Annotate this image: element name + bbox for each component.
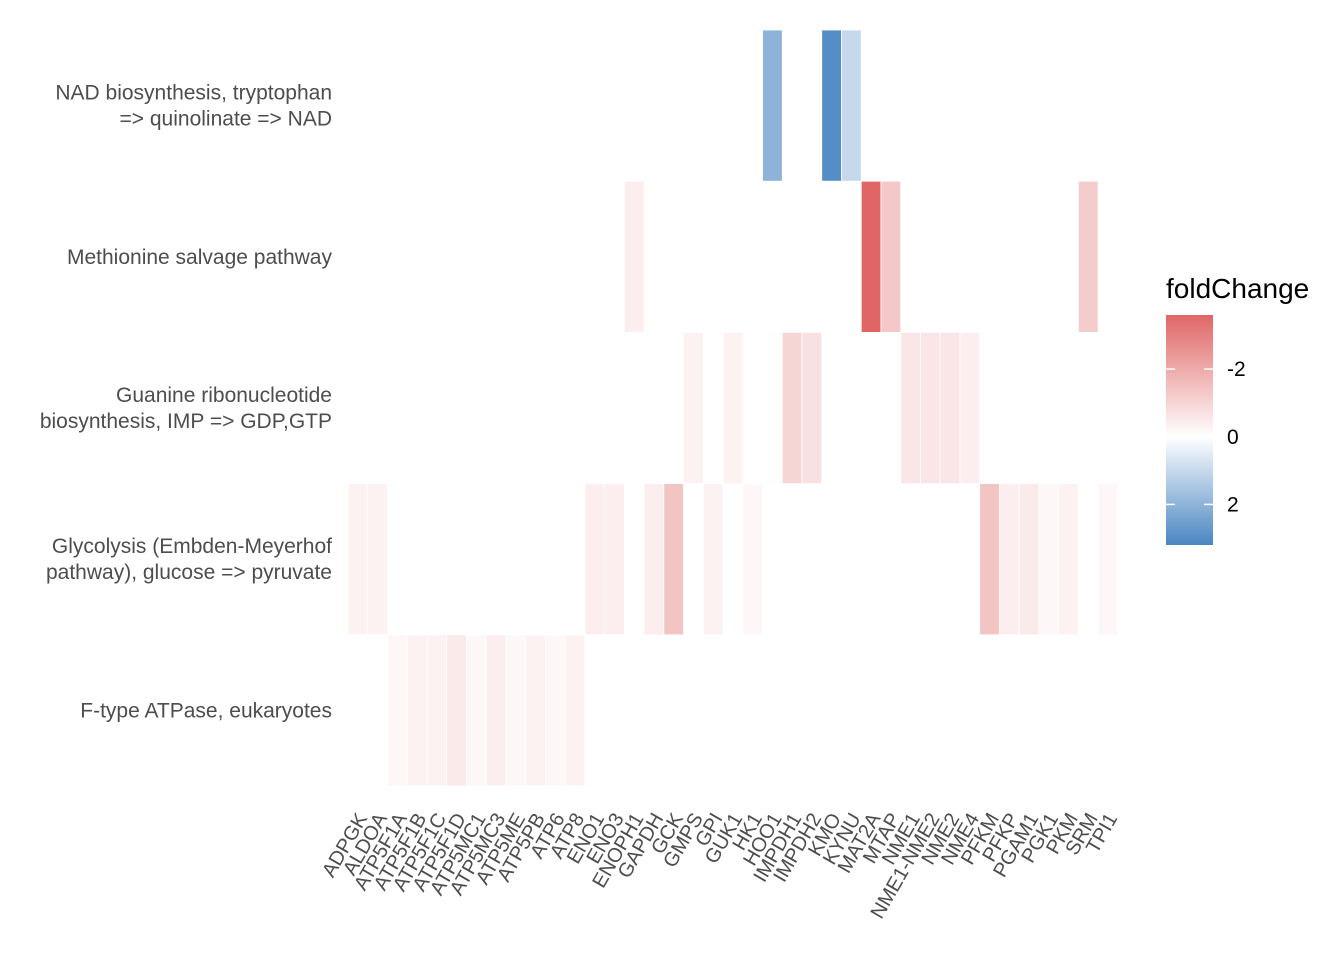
y-axis-label: Glycolysis (Embden-Meyerhof pathway), glu… <box>46 535 332 584</box>
heatmap-cell <box>939 331 961 484</box>
heatmap-cell <box>979 483 1000 636</box>
legend-title: foldChange <box>1166 273 1309 304</box>
heatmap-cell <box>1077 180 1099 333</box>
heatmap-cell <box>801 331 823 484</box>
heatmap-cell <box>683 331 704 484</box>
heatmap-cell <box>426 634 448 787</box>
heatmap-cell <box>545 634 566 787</box>
heatmap-cell <box>762 29 783 182</box>
legend-color-bar <box>1166 315 1213 545</box>
heatmap-cell <box>485 634 507 787</box>
heatmap-cell <box>525 634 546 787</box>
y-axis-label: NAD biosynthesis, tryptophan => quinolina… <box>55 82 332 131</box>
heatmap-cell <box>781 331 803 484</box>
heatmap-cell <box>722 331 744 484</box>
heatmap-cell <box>584 483 606 636</box>
heatmap-cell <box>959 331 981 484</box>
heatmap-cell <box>406 634 428 787</box>
color-legend: foldChange -2 0 2 <box>1166 273 1309 545</box>
heatmap-cell <box>1058 483 1079 636</box>
y-axis-label: Guanine ribonucleotide biosynthesis, IMP … <box>40 384 332 433</box>
heatmap-cell <box>663 483 684 636</box>
heatmap-cell <box>900 331 921 484</box>
heatmap-cell <box>367 483 388 636</box>
heatmap-cell <box>643 483 665 636</box>
y-axis-label: F-type ATPase, eukaryotes <box>80 699 332 722</box>
heatmap-cell <box>347 483 369 636</box>
y-axis-labels: NAD biosynthesis, tryptophan => quinolina… <box>40 82 333 723</box>
heatmap-cell <box>466 634 487 787</box>
heatmap-cell <box>387 634 408 787</box>
heatmap-cells <box>347 29 1119 787</box>
heatmap-cell <box>821 29 842 182</box>
legend-tick-label: -2 <box>1227 358 1246 381</box>
heatmap-cell <box>564 634 586 787</box>
heatmap-cell <box>860 180 882 333</box>
heatmap-cell <box>1038 483 1060 636</box>
heatmap-cell <box>604 483 625 636</box>
heatmap-cell <box>999 483 1020 636</box>
heatmap-cell <box>623 180 645 333</box>
heatmap-cell <box>920 331 941 484</box>
heatmap-cell <box>742 483 763 636</box>
x-axis-labels: ADPGKALDOAATP5F1AATP5F1BATP5F1CATP5F1DAT… <box>318 809 1122 923</box>
heatmap-cell <box>841 29 862 182</box>
heatmap-cell <box>505 634 527 787</box>
legend-tick-label: 2 <box>1227 493 1239 516</box>
heatmap-cell <box>702 483 724 636</box>
heatmap-cell <box>880 180 902 333</box>
heatmap-cell <box>446 634 467 787</box>
heatmap-cell <box>1018 483 1040 636</box>
heatmap-cell <box>1097 483 1119 636</box>
legend-tick-label: 0 <box>1227 426 1239 449</box>
y-axis-label: Methionine salvage pathway <box>67 246 333 269</box>
